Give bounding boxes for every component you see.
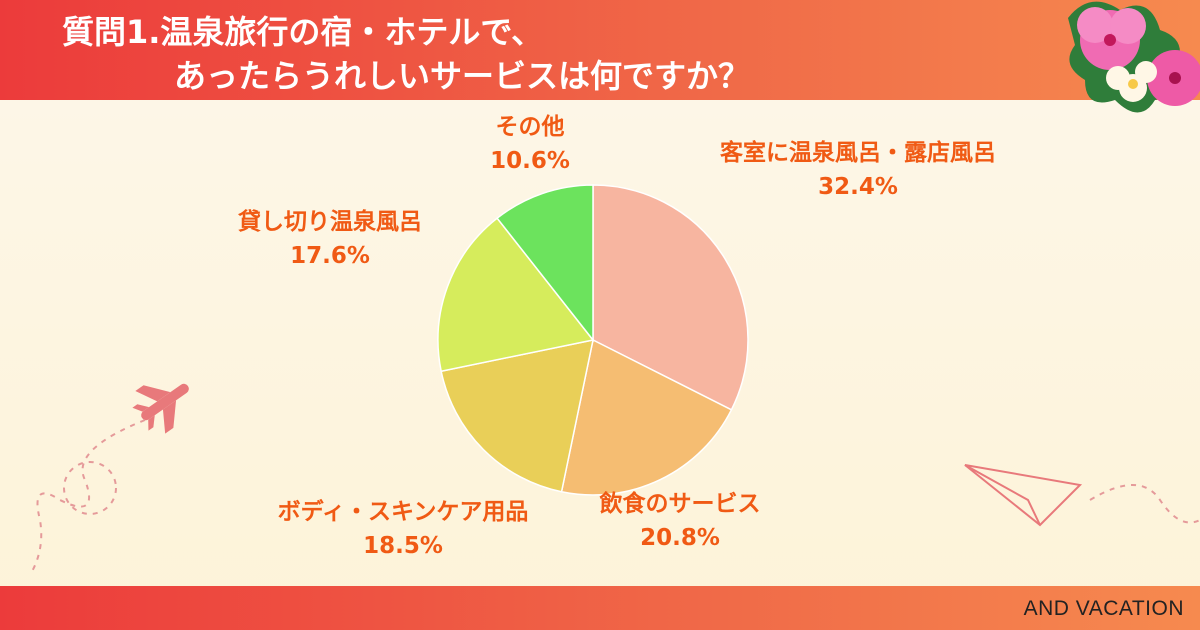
brand-name: AND VACATION	[1023, 597, 1184, 620]
slice-label-other: その他 10.6%	[490, 114, 570, 174]
airplane-icon	[132, 383, 189, 434]
pie-slice-0	[592, 184, 749, 411]
paper-plane-trail	[1089, 484, 1200, 524]
title-line-2: あったらうれしいサービスは何ですか？	[174, 57, 751, 95]
pie-slice-4	[496, 184, 594, 343]
pie-slice-3	[437, 217, 595, 373]
footer-bar	[0, 586, 1200, 630]
title-line-1: 質問1.温泉旅行の宿・ホテルで、	[62, 13, 544, 51]
paper-plane-icon	[964, 464, 1083, 527]
flight-loop	[63, 461, 117, 515]
hibiscus-flower-icon	[1068, 1, 1200, 113]
slice-label-room-bath: 客室に温泉風呂・露店風呂 32.4%	[720, 140, 996, 200]
title-banner	[0, 0, 1200, 100]
slice-label-food: 飲食のサービス 20.8%	[599, 491, 761, 551]
flight-path-line	[29, 419, 146, 576]
slice-label-private-bath: 貸し切り温泉風呂 17.6%	[238, 209, 422, 269]
pie-slice-2	[440, 339, 594, 493]
page-title: 質問1.温泉旅行の宿・ホテルで、 あったらうれしいサービスは何ですか？	[62, 10, 750, 98]
pie-slice-1	[560, 338, 733, 496]
slice-label-body-care: ボディ・スキンケア用品 18.5%	[277, 499, 529, 559]
